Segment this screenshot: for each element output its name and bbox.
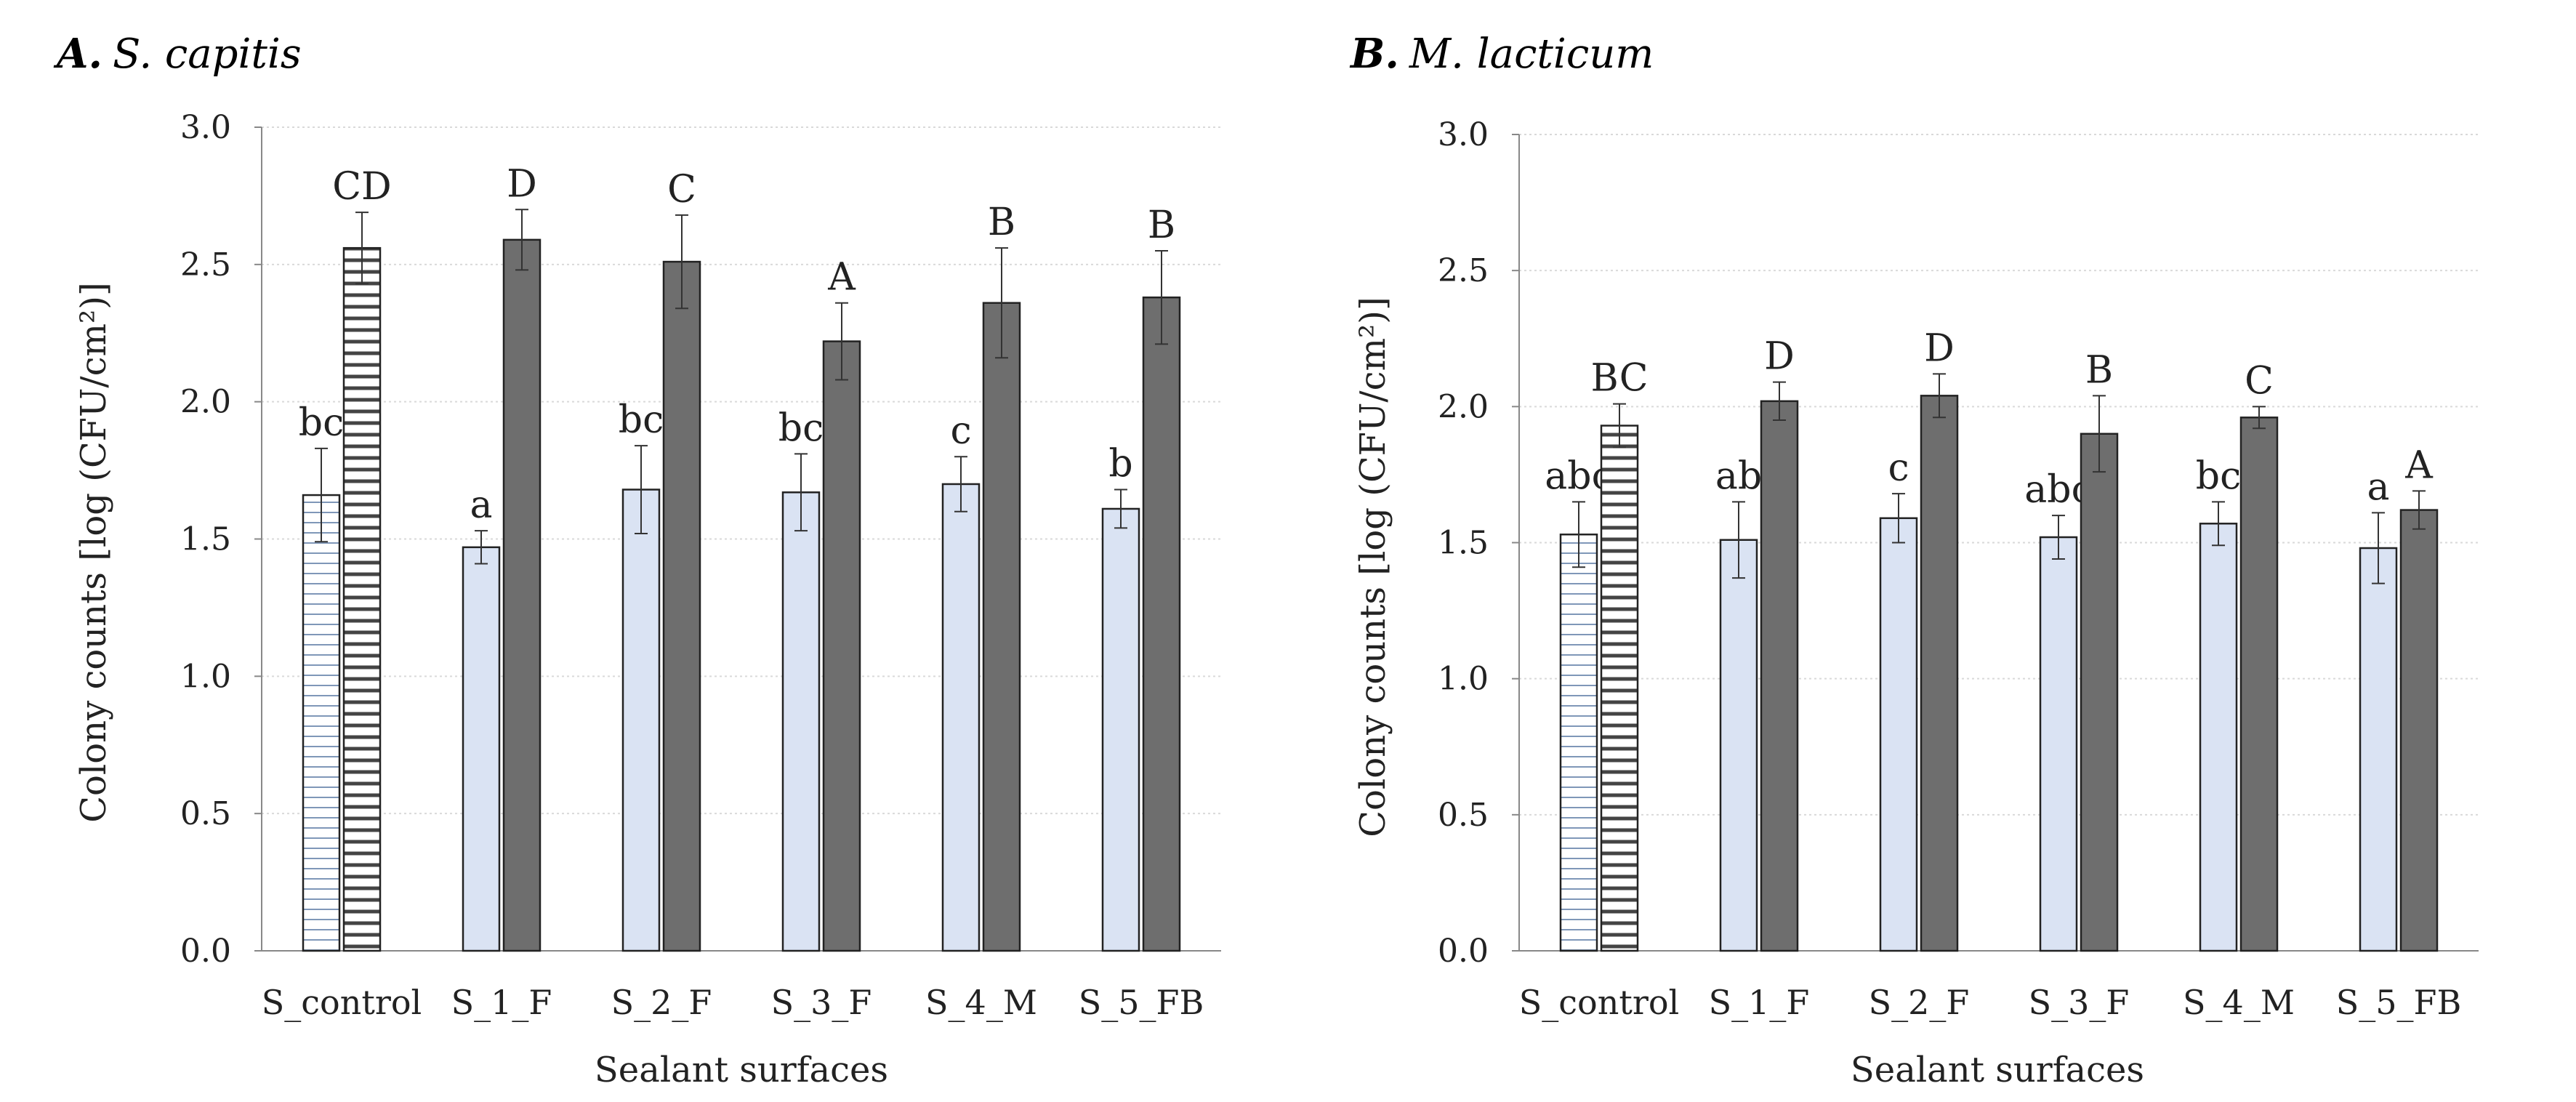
bar-dark xyxy=(1600,425,1639,952)
y-tick-label: 3.0 xyxy=(180,109,231,146)
y-tick-label: 2.0 xyxy=(1438,388,1489,425)
x-axis-title: Sealant surfaces xyxy=(595,1050,888,1090)
x-tick-label: S_2_F xyxy=(1869,983,1970,1022)
bar-light xyxy=(2039,536,2078,952)
significance-letter: C xyxy=(2245,359,2274,403)
significance-letter: bc xyxy=(2196,454,2241,498)
y-tick-label: 1.0 xyxy=(1438,661,1489,698)
significance-letter: C xyxy=(667,168,696,212)
x-tick-label: S_control xyxy=(1519,983,1679,1022)
significance-letter: c xyxy=(1888,446,1909,490)
x-tick-label: S_4_M xyxy=(2183,983,2295,1022)
x-tick-label: S_3_F xyxy=(2029,983,2130,1022)
y-axis-title: Colony counts [log (CFU/cm²)] xyxy=(73,282,114,822)
x-tick-label: S_1_F xyxy=(451,983,552,1022)
panel-title-a: A. S. capitis xyxy=(53,30,302,78)
y-tick-label: 3.0 xyxy=(1438,116,1489,153)
y-tick-label: 2.0 xyxy=(180,384,231,421)
y-tick-label: 2.5 xyxy=(180,246,231,283)
significance-letter: ab xyxy=(1715,454,1762,498)
y-axis-title: Colony counts [log (CFU/cm²)] xyxy=(1353,297,1393,837)
chart-panel-a: A. S. capitis 0.00.51.01.52.02.53.0bcCDS_… xyxy=(53,30,1221,1090)
organism-name: S. capitis xyxy=(113,31,302,78)
significance-letter: bc xyxy=(299,401,344,445)
chart-panel-b: B. M. lacticum 0.00.51.01.52.02.53.0abcBC… xyxy=(1349,30,2479,1090)
x-tick-label: S_4_M xyxy=(925,983,1037,1022)
bar-dark xyxy=(1142,296,1181,952)
significance-letter: a xyxy=(470,483,492,527)
x-tick-label: S_5_FB xyxy=(1079,983,1204,1022)
bar-light xyxy=(1879,517,1918,952)
significance-letter: CD xyxy=(332,165,391,209)
x-tick-label: S_2_F xyxy=(611,983,712,1022)
x-tick-label: S_5_FB xyxy=(2336,983,2462,1022)
bar-light xyxy=(302,494,341,952)
significance-letter: D xyxy=(1924,326,1955,370)
significance-letter: A xyxy=(827,256,856,299)
x-tick-label: S_3_F xyxy=(771,983,872,1022)
panel-title-b: B. M. lacticum xyxy=(1349,30,1654,78)
bar-light xyxy=(462,546,501,952)
y-tick-label: 0.5 xyxy=(1438,797,1489,834)
significance-letter: D xyxy=(507,162,537,206)
bar-light xyxy=(1719,539,1758,952)
bar-dark xyxy=(1760,400,1799,952)
y-tick-label: 1.5 xyxy=(180,521,231,558)
bar-light xyxy=(781,491,821,952)
bar-light xyxy=(2199,523,2238,952)
y-tick-label: 1.5 xyxy=(1438,525,1489,562)
bar-dark xyxy=(982,302,1021,952)
bar-light xyxy=(2359,547,2398,952)
panel-label: A. xyxy=(53,30,102,78)
significance-letter: bc xyxy=(619,398,664,442)
bar-dark xyxy=(342,246,382,952)
bar-dark xyxy=(822,340,861,952)
panel-label: B. xyxy=(1349,30,1399,78)
significance-letter: B xyxy=(1148,204,1175,247)
y-tick-label: 0.5 xyxy=(180,795,231,832)
significance-letter: c xyxy=(950,409,971,453)
x-axis-title: Sealant surfaces xyxy=(1851,1050,2144,1090)
y-tick-label: 0.0 xyxy=(180,933,231,970)
significance-letter: BC xyxy=(1591,357,1649,401)
x-tick-label: S_control xyxy=(262,983,422,1022)
significance-letter: a xyxy=(2367,465,2389,509)
y-tick-label: 2.5 xyxy=(1438,252,1489,289)
bar-dark xyxy=(2399,509,2439,952)
bar-dark xyxy=(502,238,542,952)
significance-letter: b xyxy=(1108,443,1132,486)
bar-light xyxy=(621,488,661,952)
significance-letter: A xyxy=(2404,443,2434,487)
bar-light xyxy=(1101,507,1140,952)
bar-dark xyxy=(2239,417,2279,952)
y-tick-label: 0.0 xyxy=(1438,933,1489,970)
significance-letter: D xyxy=(1764,335,1795,379)
bar-dark xyxy=(1920,395,1959,952)
x-tick-label: S_1_F xyxy=(1709,983,1810,1022)
bar-dark xyxy=(662,260,701,952)
bar-light xyxy=(1559,534,1598,952)
significance-letter: B xyxy=(2085,348,2113,392)
significance-letter: B xyxy=(988,201,1015,244)
bar-light xyxy=(941,483,981,952)
organism-name: M. lacticum xyxy=(1409,31,1654,78)
bar-dark xyxy=(2080,433,2119,952)
significance-letter: bc xyxy=(778,406,824,450)
y-tick-label: 1.0 xyxy=(180,658,231,695)
